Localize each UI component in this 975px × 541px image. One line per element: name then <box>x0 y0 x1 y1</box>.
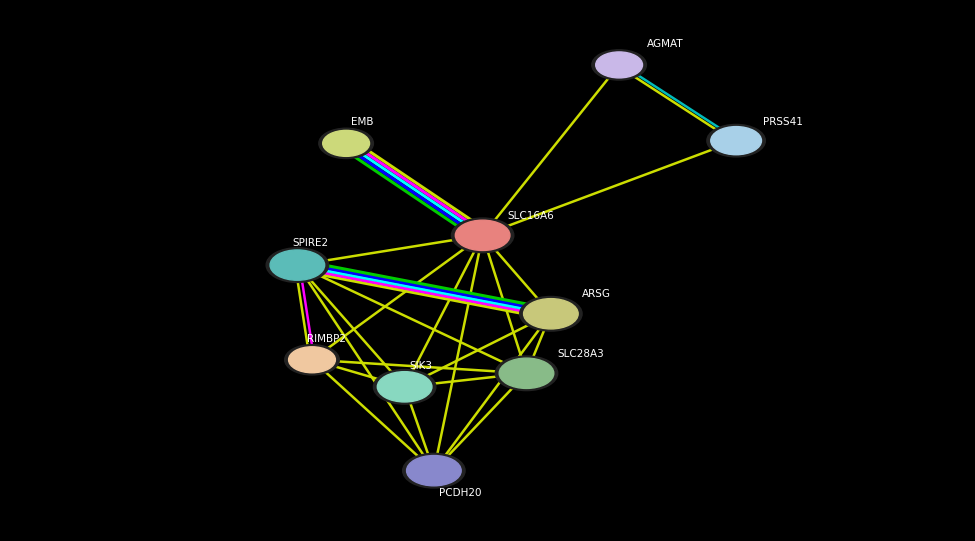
Text: SIK3: SIK3 <box>410 361 433 371</box>
Circle shape <box>319 128 373 159</box>
Circle shape <box>711 127 761 155</box>
Circle shape <box>520 296 582 331</box>
Text: SLC28A3: SLC28A3 <box>558 349 604 359</box>
Text: PRSS41: PRSS41 <box>763 117 803 127</box>
Circle shape <box>289 347 335 373</box>
Circle shape <box>377 372 432 402</box>
Circle shape <box>499 358 554 388</box>
Text: SLC16A6: SLC16A6 <box>507 212 554 221</box>
Circle shape <box>707 124 765 157</box>
Circle shape <box>403 453 465 488</box>
Text: SPIRE2: SPIRE2 <box>292 239 329 248</box>
Circle shape <box>285 345 339 375</box>
Circle shape <box>323 130 370 156</box>
Circle shape <box>451 218 514 253</box>
Circle shape <box>455 220 510 250</box>
Circle shape <box>524 299 578 329</box>
Text: ARSG: ARSG <box>582 289 611 299</box>
Circle shape <box>592 50 646 80</box>
Circle shape <box>270 250 325 280</box>
Text: RIMBP2: RIMBP2 <box>307 334 346 344</box>
Circle shape <box>596 52 643 78</box>
Circle shape <box>266 248 329 282</box>
Circle shape <box>495 356 558 391</box>
Text: PCDH20: PCDH20 <box>439 489 482 498</box>
Text: AGMAT: AGMAT <box>646 39 683 49</box>
Circle shape <box>407 456 461 486</box>
Text: EMB: EMB <box>351 117 373 127</box>
Circle shape <box>373 370 436 404</box>
